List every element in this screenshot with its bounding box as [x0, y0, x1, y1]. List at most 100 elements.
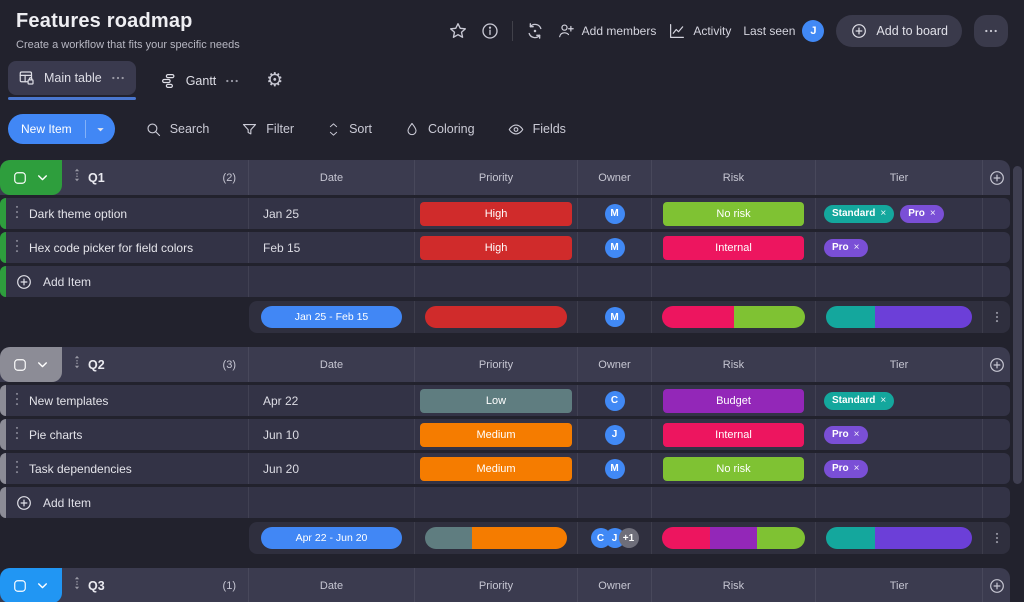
item-name[interactable]: New templates — [29, 393, 109, 408]
group-name[interactable]: Q3 — [88, 578, 105, 593]
column-header-tier[interactable]: Tier — [816, 347, 983, 382]
drag-dots-icon[interactable] — [15, 205, 19, 219]
checkbox-icon[interactable] — [13, 579, 27, 593]
drag-dots-icon[interactable] — [15, 460, 19, 474]
group-collapse-pill[interactable] — [0, 347, 62, 382]
remove-tag-icon[interactable]: × — [853, 429, 860, 440]
group-name[interactable]: Q2 — [88, 357, 105, 372]
priority-cell[interactable]: High — [415, 198, 578, 229]
checkbox-icon[interactable] — [13, 358, 27, 372]
plus-circle-icon[interactable] — [15, 273, 33, 291]
owner-avatar[interactable]: M — [604, 203, 625, 224]
remove-tag-icon[interactable]: × — [929, 208, 936, 219]
group-name[interactable]: Q1 — [88, 170, 105, 185]
summary-owner-avatar[interactable]: +1 — [618, 528, 639, 548]
owner-cell[interactable]: M — [578, 453, 652, 484]
item-name[interactable]: Hex code picker for field colors — [29, 240, 194, 255]
date-cell[interactable]: Jun 10 — [249, 419, 415, 450]
column-header-date[interactable]: Date — [249, 568, 415, 602]
column-header-tier[interactable]: Tier — [816, 160, 983, 195]
chevron-down-icon[interactable] — [86, 114, 115, 144]
owner-cell[interactable]: M — [578, 198, 652, 229]
dots-v-icon[interactable] — [990, 309, 1004, 325]
column-header-owner[interactable]: Owner — [578, 568, 652, 602]
column-header-owner[interactable]: Owner — [578, 160, 652, 195]
date-cell[interactable]: Jun 20 — [249, 453, 415, 484]
toolbar-search-button[interactable]: Search — [145, 121, 209, 138]
summary-menu-button[interactable] — [983, 301, 1010, 333]
tab-options-icon[interactable] — [110, 70, 126, 86]
column-header-priority[interactable]: Priority — [415, 347, 578, 382]
group-collapse-pill[interactable] — [0, 160, 62, 195]
group-collapse-pill[interactable] — [0, 568, 62, 602]
checkbox-icon[interactable] — [13, 171, 27, 185]
column-header-tier[interactable]: Tier — [816, 568, 983, 602]
summary-menu-button[interactable] — [983, 522, 1010, 554]
toolbar-filter-button[interactable]: Filter — [241, 121, 294, 138]
add-item-button[interactable]: Add Item — [6, 266, 249, 297]
toolbar-sort-button[interactable]: Sort — [326, 121, 372, 138]
updown-icon[interactable] — [72, 168, 82, 182]
column-header-priority[interactable]: Priority — [415, 160, 578, 195]
owner-avatar[interactable]: J — [604, 424, 625, 445]
column-header-risk[interactable]: Risk — [652, 160, 816, 195]
column-header-priority[interactable]: Priority — [415, 568, 578, 602]
updown-icon[interactable] — [72, 355, 82, 369]
tier-tag[interactable]: Pro × — [824, 459, 868, 478]
remove-tag-icon[interactable]: × — [880, 395, 887, 406]
add-column-button[interactable] — [983, 568, 1010, 602]
column-header-risk[interactable]: Risk — [652, 568, 816, 602]
tier-tag[interactable]: Pro × — [824, 425, 868, 444]
toolbar-coloring-button[interactable]: Coloring — [404, 121, 475, 138]
risk-cell[interactable]: Internal — [652, 232, 816, 263]
risk-pill[interactable]: No risk — [663, 456, 804, 481]
item-name[interactable]: Pie charts — [29, 427, 83, 442]
gear-icon[interactable]: ⚙ — [266, 70, 284, 91]
vertical-scrollbar[interactable] — [1013, 166, 1022, 484]
tier-cell[interactable]: Standard × Pro × — [816, 198, 983, 229]
tier-cell[interactable]: Pro × — [816, 453, 983, 484]
item-name-cell[interactable]: Dark theme option — [6, 198, 249, 229]
owner-cell[interactable]: M — [578, 232, 652, 263]
risk-pill[interactable]: Internal — [663, 235, 804, 260]
date-cell[interactable]: Jan 25 — [249, 198, 415, 229]
activity-button[interactable]: Activity — [668, 22, 731, 40]
drag-dots-icon[interactable] — [15, 426, 19, 440]
more-options-button[interactable] — [974, 15, 1008, 47]
add-item-button[interactable]: Add Item — [6, 487, 249, 518]
plus-circle-icon[interactable] — [988, 577, 1006, 595]
tier-tag[interactable]: Standard × — [824, 391, 895, 410]
tier-tag[interactable]: Pro × — [900, 204, 944, 223]
add-column-button[interactable] — [983, 160, 1010, 195]
tier-cell[interactable]: Standard × — [816, 385, 983, 416]
column-header-risk[interactable]: Risk — [652, 347, 816, 382]
add-column-button[interactable] — [983, 347, 1010, 382]
item-name-cell[interactable]: Task dependencies — [6, 453, 249, 484]
add-item-row[interactable]: Add Item — [0, 266, 1010, 297]
column-header-date[interactable]: Date — [249, 347, 415, 382]
plus-circle-icon[interactable] — [988, 169, 1006, 187]
chevron-down-icon[interactable] — [36, 358, 49, 371]
priority-pill[interactable]: High — [420, 235, 572, 260]
tab-gantt[interactable]: Gantt — [150, 64, 251, 98]
column-header-owner[interactable]: Owner — [578, 347, 652, 382]
item-name-cell[interactable]: Hex code picker for field colors — [6, 232, 249, 263]
new-item-button[interactable]: New Item — [8, 114, 115, 144]
tab-main-table[interactable]: Main table — [8, 61, 136, 100]
drag-dots-icon[interactable] — [15, 239, 19, 253]
priority-pill[interactable]: Medium — [420, 422, 572, 447]
risk-cell[interactable]: Budget — [652, 385, 816, 416]
column-header-date[interactable]: Date — [249, 160, 415, 195]
item-name-cell[interactable]: New templates — [6, 385, 249, 416]
priority-pill[interactable]: High — [420, 201, 572, 226]
add-item-row[interactable]: Add Item — [0, 487, 1010, 518]
owner-avatar[interactable]: C — [604, 390, 625, 411]
risk-cell[interactable]: No risk — [652, 198, 816, 229]
remove-tag-icon[interactable]: × — [853, 463, 860, 474]
tab-options-icon[interactable] — [224, 73, 240, 89]
summary-owner-avatar[interactable]: M — [604, 307, 625, 327]
owner-cell[interactable]: J — [578, 419, 652, 450]
owner-cell[interactable]: C — [578, 385, 652, 416]
priority-cell[interactable]: Medium — [415, 453, 578, 484]
priority-pill[interactable]: Medium — [420, 456, 572, 481]
